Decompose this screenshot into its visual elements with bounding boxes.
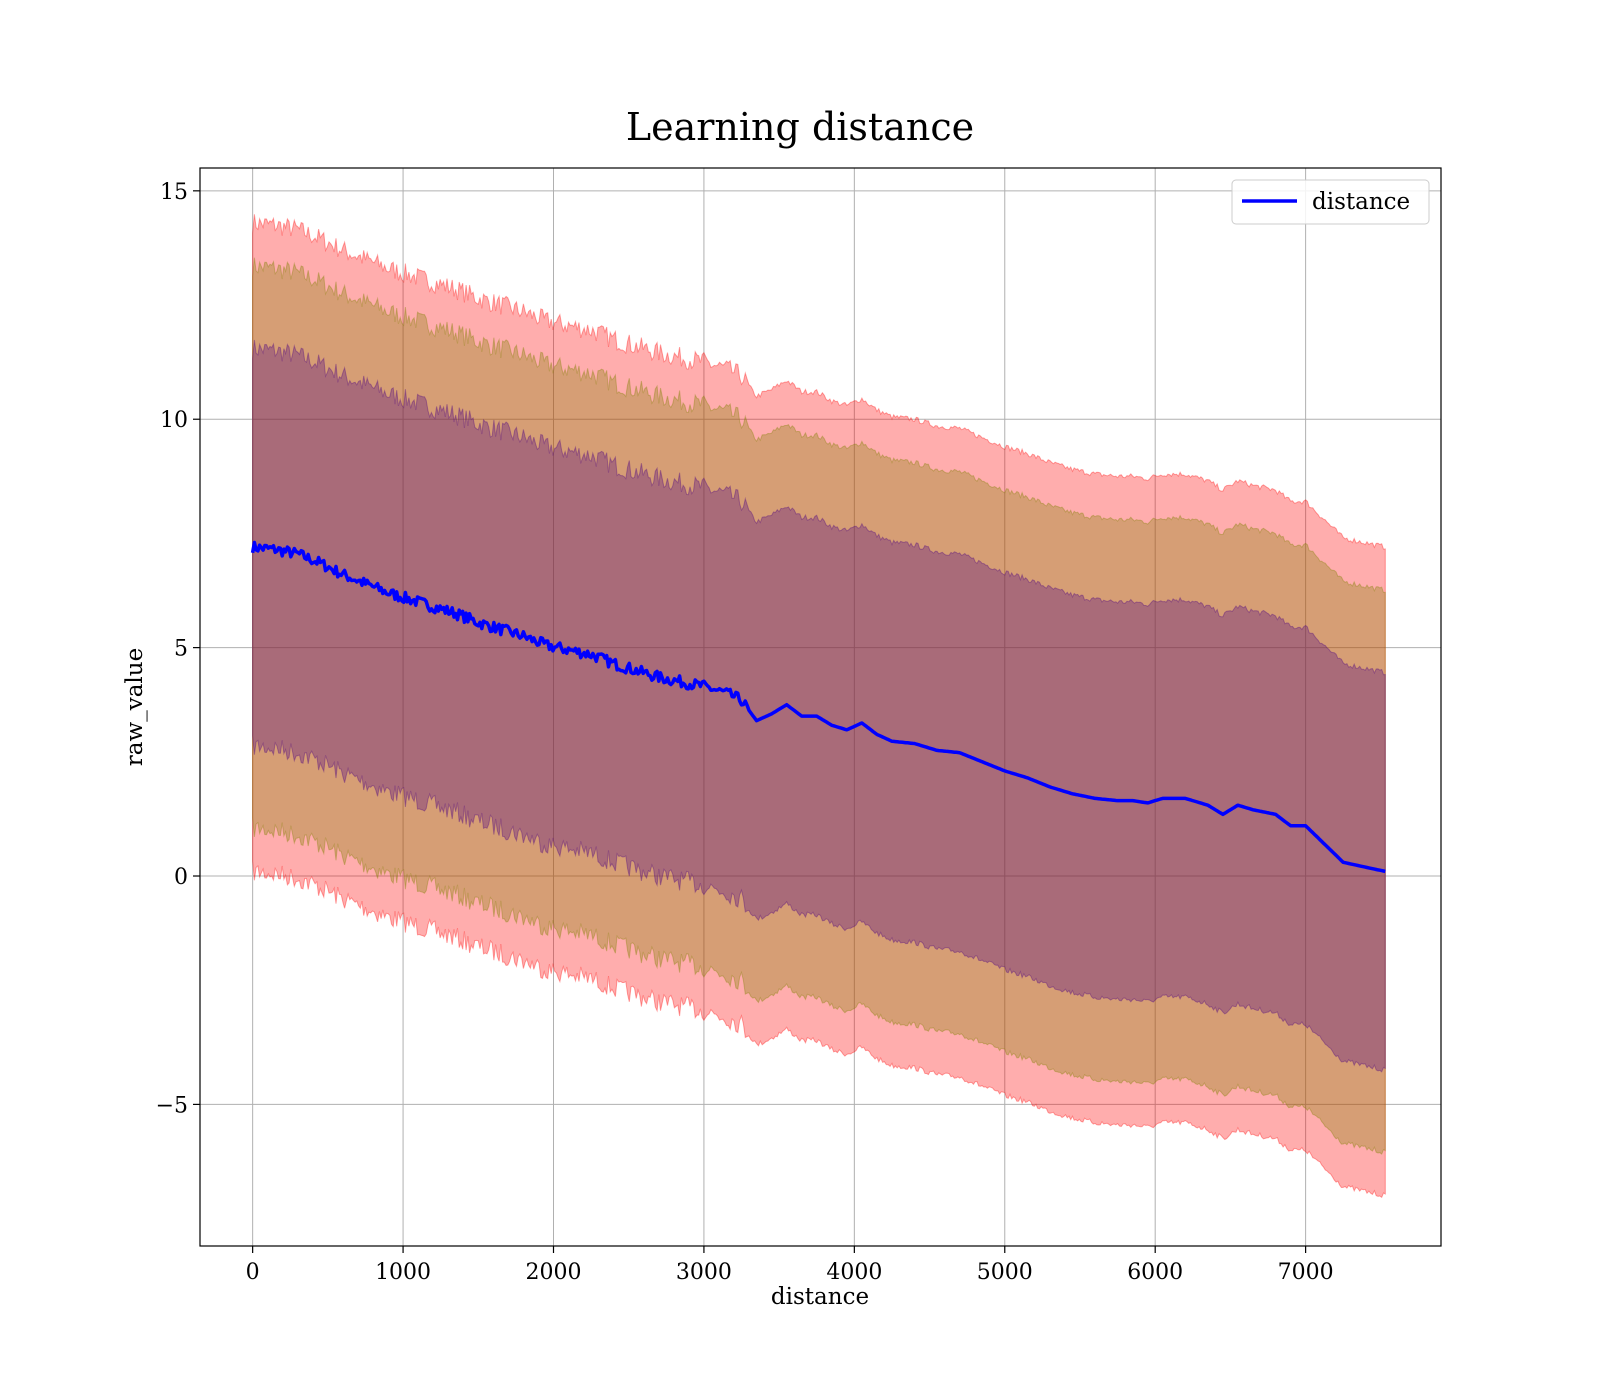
legend-entry-distance: distance <box>1312 189 1410 215</box>
x-axis-ticks: 0 1000 2000 3000 4000 5000 6000 7000 <box>246 1246 1334 1285</box>
std-bands <box>252 214 1386 1199</box>
y-axis-label: raw_value <box>122 648 148 766</box>
x-tick-label: 0 <box>246 1260 260 1285</box>
x-axis-label: distance <box>771 1284 869 1310</box>
x-tick-label: 3000 <box>676 1260 732 1285</box>
y-tick-label: 10 <box>160 408 188 433</box>
y-tick-label: −5 <box>156 1093 188 1118</box>
y-tick-label: 5 <box>174 637 188 662</box>
x-tick-label: 4000 <box>826 1260 882 1285</box>
x-tick-label: 7000 <box>1278 1260 1334 1285</box>
x-tick-label: 2000 <box>525 1260 581 1285</box>
x-tick-label: 5000 <box>977 1260 1033 1285</box>
std-band-3sigma <box>252 214 1386 1199</box>
std-band-2sigma <box>252 257 1386 1155</box>
series-line-distance <box>250 540 1386 874</box>
chart-title: Learning distance <box>626 105 974 149</box>
legend-box <box>1231 179 1430 225</box>
legend: distance <box>1231 179 1430 225</box>
y-tick-label: 15 <box>160 180 188 205</box>
plot-frame <box>199 167 1442 1247</box>
x-tick-label: 1000 <box>375 1260 431 1285</box>
y-axis-ticks: −5 0 5 10 15 <box>156 180 200 1118</box>
series-lines <box>250 540 1386 874</box>
std-band-1sigma <box>252 339 1386 1073</box>
x-tick-label: 6000 <box>1127 1260 1183 1285</box>
y-tick-label: 0 <box>174 865 188 890</box>
